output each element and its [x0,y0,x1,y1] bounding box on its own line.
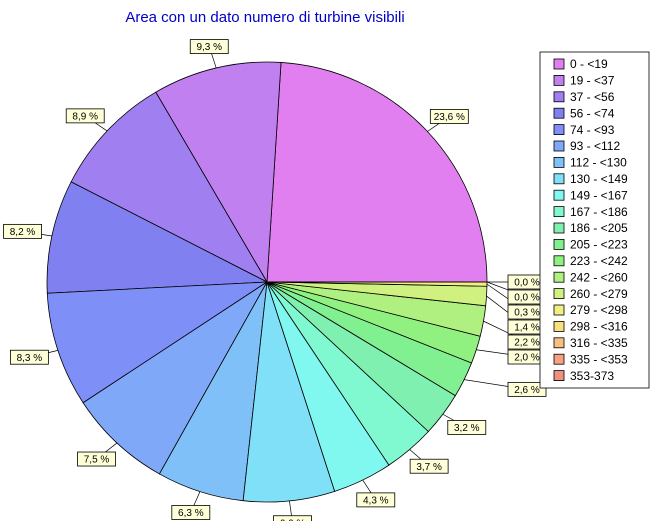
legend-label: 335 - <353 [570,352,628,366]
legend-label: 112 - <130 [570,156,627,170]
data-label-box [356,492,396,508]
data-label-group: 23,6 % [429,109,469,124]
data-label: 3,2 % [454,423,480,434]
legend-swatch [553,124,565,135]
data-label-group: 9,3 % [189,39,229,54]
legend-label: 186 - <205 [570,221,628,235]
legend-swatch [553,255,565,267]
legend-label: 0 - <19 [570,57,608,71]
pie-slice [46,181,269,294]
data-label: 8,2 % [10,227,36,238]
data-label: 6,3 % [178,508,204,519]
legend-label: 19 - <37 [570,74,615,88]
legend-label: 298 - <316 [570,320,628,334]
data-label-group: 2,6 % [507,381,547,397]
legend-swatch [553,173,565,185]
data-label: 6,6 % [280,518,306,521]
legend-swatch [553,91,565,103]
legend-swatch [553,206,565,218]
data-label-group: 2,2 % [507,334,547,350]
data-label: 2,2 % [514,338,540,349]
data-label-box [189,39,229,54]
legend-swatch [553,75,565,86]
data-label-group: 6,6 % [273,515,312,521]
legend-swatch [553,353,565,365]
legend-label: 223 - <242 [570,254,628,268]
data-label-group: 8,3 % [9,349,49,365]
legend-label: 167 - <186 [570,205,628,219]
legend-label: 205 - <223 [570,238,628,252]
data-label-box [171,505,211,520]
legend-label: 260 - <279 [570,287,628,301]
pie-slice [82,281,268,475]
data-label-box [3,223,42,239]
legend-label: 56 - <74 [570,106,615,120]
data-label-group: 7,5 % [77,451,116,467]
legend-label: 74 - <93 [570,123,615,137]
data-label: 2,6 % [514,385,540,396]
legend-swatch [553,189,565,201]
data-label: 3,7 % [416,462,442,473]
pie-slice [155,61,282,284]
data-label-group: 3,2 % [447,420,487,435]
legend-swatch [553,320,565,332]
pie-slice [70,91,269,283]
data-label-box [77,451,116,467]
data-label: 8,3 % [17,353,43,364]
data-label-group: 4,3 % [356,492,396,508]
data-label-box [507,381,547,397]
data-label-group: 3,7 % [409,458,449,474]
data-label-box [409,458,449,474]
data-label-box [9,349,49,365]
data-label-box [273,515,312,521]
data-label-group: 8,9 % [65,108,105,124]
data-label-group: 8,2 % [3,223,42,239]
data-label: 1,4 % [514,323,540,334]
data-label: 7,5 % [84,455,110,466]
chart-title: Area con un dato numero di turbine visib… [125,9,404,26]
data-label-box [429,109,469,124]
legend-label: 242 - <260 [570,270,628,284]
legend-label: 37 - <56 [570,90,615,104]
data-label: 4,3 % [363,496,389,507]
legend-swatch [553,304,565,316]
data-label: 2,0 % [514,353,540,364]
data-label: 8,9 % [72,112,98,123]
pie-slice [266,62,488,283]
legend-label: 353-373 [570,369,614,383]
legend-swatch [553,238,565,250]
legend-swatch [553,140,565,152]
legend-label: 93 - <112 [570,139,620,153]
legend-swatch [553,271,565,283]
data-label-group: 6,3 % [171,505,211,520]
legend-swatch [553,288,565,300]
legend-label: 130 - <149 [570,172,628,186]
legend-swatch [553,58,565,70]
legend-swatch [553,370,565,382]
data-label: 0,0 % [514,293,540,304]
legend-swatch [553,222,565,234]
legend-label: 149 - <167 [570,188,628,202]
data-label: 23,6 % [434,112,465,123]
data-label: 0,3 % [514,308,540,319]
data-label-box [447,420,487,435]
data-label: 0,0 % [514,278,540,289]
legend-swatch [553,156,565,168]
data-label-box [65,108,105,124]
legend-swatch [553,337,565,349]
legend-label: 279 - <298 [570,303,628,317]
legend-label: 316 - <335 [570,336,628,350]
data-label: 9,3 % [196,42,222,53]
legend-swatch [553,107,565,119]
